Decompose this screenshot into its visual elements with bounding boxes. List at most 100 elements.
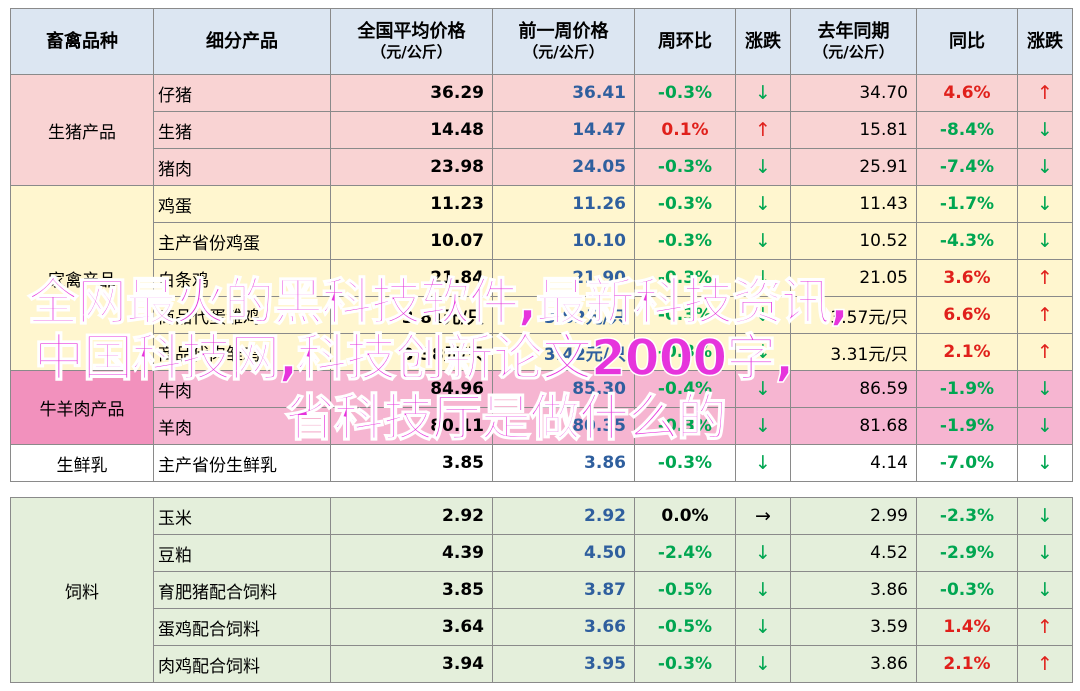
cell: -4.3% [916, 222, 1018, 260]
cell: 3.95 [492, 645, 635, 683]
header-cell: 周环比 [634, 8, 736, 75]
header-title: 涨跌 [1027, 30, 1063, 52]
cell: 4.52 [790, 534, 917, 572]
category-cell: 牛羊肉产品 [10, 370, 154, 445]
header-title: 全国平均价格 [357, 21, 466, 43]
data-row: 生鲜乳 主产省份生鲜乳 3.85 3.86 -0.3% ↓ 4.14 -7.0% ↓ [10, 444, 1073, 482]
cell: 4.14 [790, 444, 917, 482]
header-title: 畜禽品种 [46, 30, 118, 52]
cell: 2.1% [916, 333, 1018, 371]
cell: 4.6% [916, 74, 1018, 112]
cell: 0.1% [634, 111, 736, 149]
cell: ↑ [735, 111, 791, 149]
price-table: 畜禽品种 细分产品 全国平均价格 （元/公斤） 前一周价格 （元/公斤） 周环比 涨跌 去年同期… [10, 8, 1073, 482]
cell: 4.50 [492, 534, 635, 572]
data-row: 家禽产品 鸡蛋 11.23 11.26 -0.3% ↓ 11.43 -1.7% ↓ [10, 185, 1073, 371]
cell: -1.9% [916, 407, 1018, 445]
cell: ↑ [1017, 608, 1073, 646]
header-title: 涨跌 [745, 30, 781, 52]
cell: → [735, 497, 791, 535]
cell: 10.07 [330, 222, 493, 260]
cell: 主产省份生鲜乳 [153, 444, 331, 482]
cell: 24.05 [492, 148, 635, 186]
cell: -0.5% [634, 608, 736, 646]
cell: -0.3% [634, 74, 736, 112]
cell: 10.10 [492, 222, 635, 260]
cell: 3.86 [790, 645, 917, 683]
cell: 21.05 [790, 259, 917, 297]
cell: 86.59 [790, 370, 917, 408]
cell: ↓ [735, 148, 791, 186]
cell: -0.3% [634, 645, 736, 683]
cell: 羊肉 [153, 407, 331, 445]
cell: ↑ [1017, 333, 1073, 371]
cell: ↓ [735, 370, 791, 408]
cell: 85.30 [492, 370, 635, 408]
cell: ↓ [735, 444, 791, 482]
data-row: 羊肉 80.11 80.35 -0.3% ↓ 81.68 -1.9% ↓ [10, 407, 1073, 445]
cell: 1.4% [916, 608, 1018, 646]
header-cell: 去年同期 （元/公斤） [790, 8, 917, 75]
header-cell: 同比 [916, 8, 1018, 75]
cell: ↓ [735, 534, 791, 572]
cell: 2.92 [492, 497, 635, 535]
cell: 21.84 [330, 259, 493, 297]
cell: ↓ [1017, 497, 1073, 535]
category-cell: 饲料 [10, 497, 154, 683]
cell: 36.41 [492, 74, 635, 112]
data-row: 牛羊肉产品 牛肉 84.96 85.30 -0.4% ↓ 86.59 -1.9% ↓ [10, 370, 1073, 445]
cell: -0.3% [634, 407, 736, 445]
cell: 3.87 [492, 571, 635, 609]
cell: -0.3% [916, 571, 1018, 609]
cell: ↓ [735, 222, 791, 260]
cell: 牛肉 [153, 370, 331, 408]
cell: 3.85 [330, 571, 493, 609]
cell: ↓ [735, 645, 791, 683]
cell: ↓ [735, 407, 791, 445]
cell: 11.26 [492, 185, 635, 223]
cell: 鸡蛋 [153, 185, 331, 223]
cell: 3.64 [330, 608, 493, 646]
data-row: 豆粕 4.39 4.50 -2.4% ↓ 4.52 -2.9% ↓ [10, 534, 1073, 572]
header-title: 细分产品 [206, 30, 278, 52]
header-row: 畜禽品种 细分产品 全国平均价格 （元/公斤） 前一周价格 （元/公斤） 周环比 涨跌 去年同期… [10, 8, 1073, 75]
cell: 肉鸡配合饲料 [153, 645, 331, 683]
cell: -7.4% [916, 148, 1018, 186]
category-cell: 生鲜乳 [10, 444, 154, 482]
cell: ↓ [735, 296, 791, 334]
cell: 14.48 [330, 111, 493, 149]
data-row: 生猪 14.48 14.47 0.1% ↑ 15.81 -8.4% ↓ [10, 111, 1073, 149]
cell: -0.5% [634, 571, 736, 609]
cell: 11.23 [330, 185, 493, 223]
cell: ↓ [735, 185, 791, 223]
cell: -8.4% [916, 111, 1018, 149]
cell: 3.42元/只 [492, 333, 635, 371]
cell: 14.47 [492, 111, 635, 149]
cell: -1.7% [916, 185, 1018, 223]
cell: -2.4% [634, 534, 736, 572]
cell: 21.90 [492, 259, 635, 297]
cell: ↑ [1017, 296, 1073, 334]
data-row: 猪肉 23.98 24.05 -0.3% ↓ 25.91 -7.4% ↓ [10, 148, 1073, 186]
cell: 豆粕 [153, 534, 331, 572]
cell: ↓ [1017, 148, 1073, 186]
header-cell: 细分产品 [153, 8, 331, 75]
cell: ↑ [1017, 645, 1073, 683]
cell: 2.99 [790, 497, 917, 535]
header-cell: 前一周价格 （元/公斤） [492, 8, 635, 75]
cell: 3.57元/只 [790, 296, 917, 334]
data-row: 育肥猪配合饲料 3.85 3.87 -0.5% ↓ 3.86 -0.3% ↓ [10, 571, 1073, 609]
cell: 主产省份鸡蛋 [153, 222, 331, 260]
cell: ↑ [1017, 74, 1073, 112]
cell: -0.3% [634, 333, 736, 371]
cell: ↓ [735, 74, 791, 112]
data-row: 商品代蛋雏鸡 3.81元/只 3.82元/只 -0.3% ↓ 3.57元/只 6.6% ↑ [10, 296, 1073, 334]
cell: 商品代肉雏鸡 [153, 333, 331, 371]
cell: 猪肉 [153, 148, 331, 186]
cell: ↓ [1017, 407, 1073, 445]
cell: 3.31元/只 [790, 333, 917, 371]
cell: 仔猪 [153, 74, 331, 112]
cell: 34.70 [790, 74, 917, 112]
cell: ↓ [1017, 534, 1073, 572]
